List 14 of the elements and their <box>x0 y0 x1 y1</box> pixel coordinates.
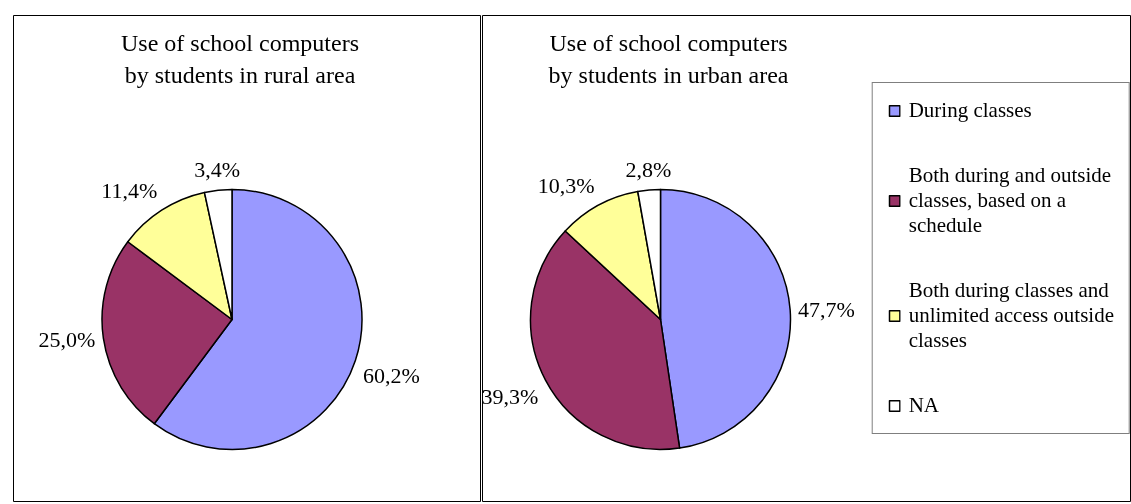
data-label: 60,2% <box>362 362 420 388</box>
legend-label: Both during and outside classes, based on a schedule <box>908 163 1112 238</box>
legend-label: During classes <box>908 98 1032 123</box>
legend-label: Both during classes and unlimited access outside classes <box>908 278 1114 353</box>
data-label: 25,0% <box>38 326 96 352</box>
data-label: 2,8% <box>625 157 672 183</box>
data-label: 3,4% <box>194 157 241 183</box>
data-label: 47,7% <box>798 296 855 322</box>
chart-title: Use of school computers by students in rural area <box>121 29 359 88</box>
data-label: 10,3% <box>537 173 595 199</box>
data-label: 39,3% <box>481 383 539 409</box>
legend-label: NA <box>908 393 940 418</box>
chart-title: Use of school computers by students in urban area <box>548 29 789 88</box>
data-label: 11,4% <box>101 178 158 204</box>
